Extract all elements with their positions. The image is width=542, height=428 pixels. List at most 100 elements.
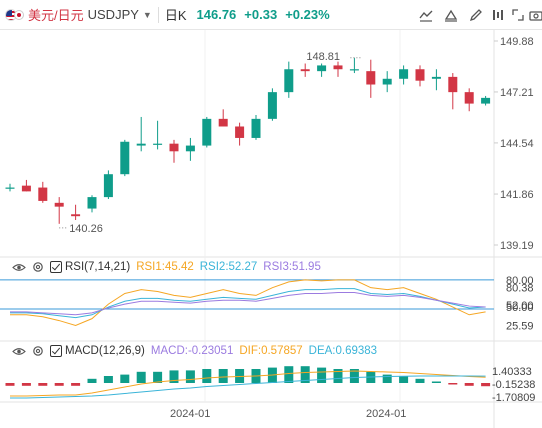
macd-value: MACD:-0.23051 bbox=[150, 345, 234, 357]
candle-body bbox=[317, 65, 327, 72]
macd-histogram-bar bbox=[120, 374, 130, 383]
candle-body bbox=[235, 126, 245, 138]
high-price-label: 148.81 bbox=[306, 51, 340, 63]
price-axis: 149.88 147.21 144.54 141.86 139.19 bbox=[494, 36, 534, 252]
price-tick-label: 141.86 bbox=[500, 189, 534, 201]
grid-lines bbox=[0, 30, 542, 428]
candle-body bbox=[399, 69, 409, 79]
price-tick-label: 149.88 bbox=[500, 36, 534, 48]
candle-body bbox=[153, 143, 163, 145]
divider bbox=[157, 6, 159, 23]
macd-histogram-bar bbox=[87, 378, 97, 383]
indicator-icon[interactable] bbox=[418, 7, 434, 23]
price-tick-label: 144.54 bbox=[500, 138, 534, 150]
rsi-title: RSI(7,14,21) bbox=[65, 261, 131, 273]
rsi1-line bbox=[10, 279, 486, 326]
candle-body bbox=[464, 92, 474, 104]
gear-icon[interactable] bbox=[32, 345, 44, 357]
candle-body bbox=[415, 69, 425, 81]
dea-line bbox=[10, 375, 486, 399]
macd-histogram-bar bbox=[5, 383, 15, 386]
symbol-name[interactable]: 美元/日元 bbox=[28, 8, 84, 23]
macd-histogram-bar bbox=[153, 371, 163, 383]
candle-body bbox=[38, 187, 48, 201]
dif-value: DIF:0.57857 bbox=[239, 345, 303, 357]
macd-histogram-bar bbox=[202, 369, 212, 383]
candlestick-series: 148.81 140.26 bbox=[5, 51, 491, 235]
japan-flag-icon bbox=[14, 9, 24, 20]
macd-header: MACD(12,26,9) MACD:-0.23051 DIF:0.57857 … bbox=[0, 343, 377, 359]
macd-histogram-bar bbox=[218, 369, 228, 383]
interval-selector[interactable]: 日K bbox=[164, 8, 187, 23]
macd-histogram-bar bbox=[333, 369, 343, 383]
candle-body bbox=[481, 97, 491, 104]
candle-body bbox=[103, 174, 113, 198]
checkbox-icon[interactable] bbox=[50, 261, 62, 273]
price-change-percent: +0.23% bbox=[285, 7, 330, 22]
rsi3-value: RSI3:51.95 bbox=[263, 261, 321, 273]
rsi2-value: RSI2:52.27 bbox=[199, 261, 258, 273]
macd-histogram-bar bbox=[317, 367, 327, 383]
eye-icon[interactable] bbox=[12, 263, 26, 272]
candle-body bbox=[382, 78, 392, 85]
macd-histogram-bar bbox=[448, 383, 458, 385]
gear-icon[interactable] bbox=[32, 261, 44, 273]
macd-histogram-bar bbox=[300, 366, 310, 383]
candle-body bbox=[431, 76, 441, 79]
macd-histogram-bar bbox=[382, 374, 392, 383]
rsi3-line bbox=[10, 292, 486, 316]
chart-header: 美元/日元 USDJPY ▼ 日K 146.76 +0.33 +0.23% bbox=[0, 0, 542, 30]
settings-icon[interactable] bbox=[490, 7, 506, 23]
symbol-code[interactable]: USDJPY bbox=[87, 7, 139, 22]
candle-body bbox=[87, 197, 97, 209]
macd-pane: 1.40333-0.15238-1.70809 bbox=[5, 366, 535, 404]
rsi-header: RSI(7,14,21) RSI1:45.42 RSI2:52.27 RSI3:… bbox=[0, 259, 321, 275]
candle-body bbox=[169, 143, 179, 152]
candle-body bbox=[218, 118, 228, 127]
rsi-axis-label: 80.00 bbox=[506, 275, 534, 287]
price-change: +0.33 bbox=[244, 7, 278, 22]
macd-histogram-bar bbox=[38, 383, 48, 386]
macd-histogram-bar bbox=[169, 370, 179, 383]
macd-histogram-bar bbox=[284, 366, 294, 383]
candle-body bbox=[349, 69, 359, 71]
macd-histogram-bar bbox=[136, 371, 146, 383]
candle-body bbox=[448, 76, 458, 93]
eye-icon[interactable] bbox=[12, 347, 26, 356]
candle-body bbox=[120, 141, 130, 175]
candle-body bbox=[5, 187, 15, 189]
macd-histogram-bar bbox=[349, 369, 359, 383]
last-price: 146.76 bbox=[196, 7, 237, 22]
candle-body bbox=[267, 92, 277, 119]
rsi1-value: RSI1:45.42 bbox=[136, 261, 194, 273]
dea-value: DEA:0.69383 bbox=[308, 345, 378, 357]
macd-histogram-bar bbox=[431, 381, 441, 383]
candle-body bbox=[21, 185, 31, 192]
rsi-axis-label: 50.00 bbox=[506, 302, 534, 314]
rsi-axis-label: 52.00 bbox=[506, 300, 534, 312]
candle-body bbox=[54, 202, 64, 207]
date-label: 2024-01 bbox=[170, 408, 211, 420]
macd-axis-label: -1.70809 bbox=[492, 392, 535, 404]
candle-body bbox=[185, 145, 195, 152]
fullscreen-icon[interactable] bbox=[510, 7, 526, 23]
candle-body bbox=[136, 143, 146, 146]
date-label: 2024-01 bbox=[366, 408, 407, 420]
price-tick-label: 139.19 bbox=[500, 240, 534, 252]
candle-body bbox=[251, 118, 261, 138]
chart-area[interactable]: 148.81 140.26 149.88 147.21 144.54 141.86 139… bbox=[0, 30, 542, 428]
drawing-icon[interactable] bbox=[443, 7, 459, 23]
candle-body bbox=[333, 65, 343, 70]
snapshot-icon[interactable] bbox=[528, 7, 542, 23]
macd-axis-label: 1.40333 bbox=[492, 366, 532, 378]
candle-body bbox=[300, 69, 310, 72]
price-tick-label: 147.21 bbox=[500, 87, 534, 99]
candle-body bbox=[202, 118, 212, 146]
macd-histogram-bar bbox=[399, 376, 409, 383]
checkbox-icon[interactable] bbox=[50, 345, 62, 357]
rsi2-line bbox=[10, 288, 486, 319]
symbol-dropdown-icon[interactable]: ▼ bbox=[142, 9, 152, 20]
pencil-icon[interactable] bbox=[468, 7, 484, 23]
dif-line bbox=[10, 370, 486, 397]
macd-histogram-bar bbox=[481, 383, 491, 387]
